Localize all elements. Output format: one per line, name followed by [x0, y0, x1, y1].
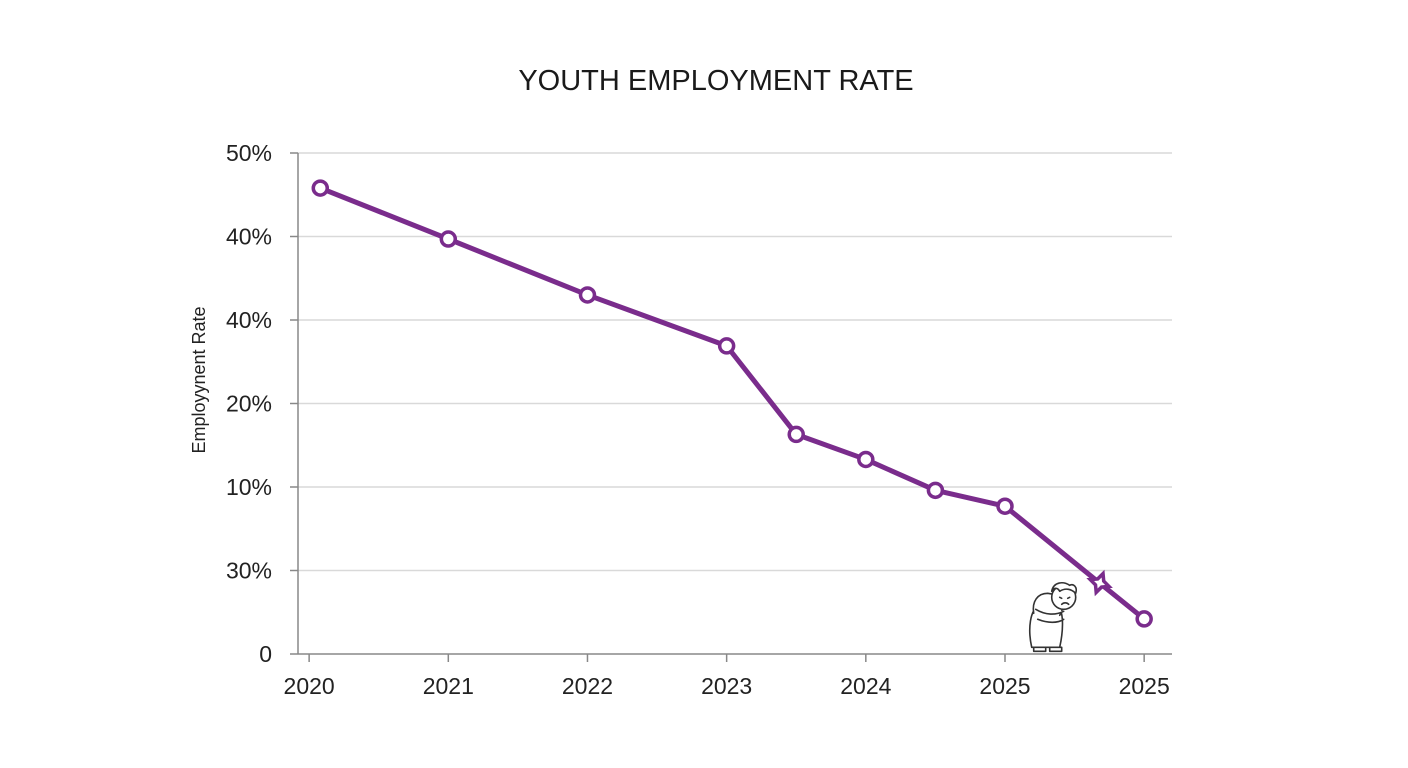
y-tick-label: 10% — [226, 474, 272, 500]
chart-title: YOUTH EMPLOYMENT RATE — [518, 65, 913, 97]
data-point — [578, 286, 597, 304]
data-point — [717, 337, 736, 355]
series-line — [317, 185, 1147, 622]
x-tick-label: 2020 — [284, 673, 335, 699]
series-layer — [311, 179, 1153, 628]
x-tick-label: 2025 — [979, 673, 1030, 699]
y-axis-label: Employynent Rate — [189, 306, 209, 453]
figure-mouth — [1060, 602, 1070, 606]
sad-child-figure — [1029, 582, 1077, 653]
data-point — [1135, 610, 1153, 628]
figure-arm — [1034, 608, 1065, 615]
y-tick-label: 40% — [226, 224, 272, 250]
figure-eye — [1066, 596, 1071, 600]
data-point — [439, 230, 458, 248]
y-tick-label: 20% — [226, 391, 272, 417]
data-point — [996, 497, 1014, 515]
data-point — [311, 179, 330, 197]
x-tick-label: 2022 — [562, 673, 613, 699]
data-point — [787, 425, 805, 444]
data-point — [926, 481, 945, 500]
figure-eye — [1058, 596, 1063, 600]
axes — [290, 152, 1172, 662]
figure-hair — [1050, 582, 1077, 595]
data-point-star — [1086, 569, 1113, 597]
sad-child-figure — [1029, 582, 1077, 653]
gridlines — [298, 152, 1172, 572]
figure-arm — [1036, 618, 1065, 624]
y-tick-labels: 50% 40% 40% 20% 10% 30% 0 — [226, 140, 272, 667]
figure-foot — [1048, 646, 1063, 653]
y-tick-label: 30% — [226, 558, 272, 584]
x-tick-labels: 2020 2021 2022 2023 2024 2025 2025 — [284, 673, 1170, 699]
x-tick-label: 2021 — [423, 673, 474, 699]
figure-foot — [1032, 646, 1047, 653]
x-tick-label: 2025 — [1119, 673, 1170, 699]
y-tick-label: 40% — [226, 307, 272, 333]
data-point — [857, 450, 875, 469]
y-tick-label: 50% — [226, 140, 272, 166]
x-tick-label: 2024 — [840, 673, 891, 699]
y-tick-label: 0 — [259, 641, 272, 667]
x-tick-label: 2023 — [701, 673, 752, 699]
